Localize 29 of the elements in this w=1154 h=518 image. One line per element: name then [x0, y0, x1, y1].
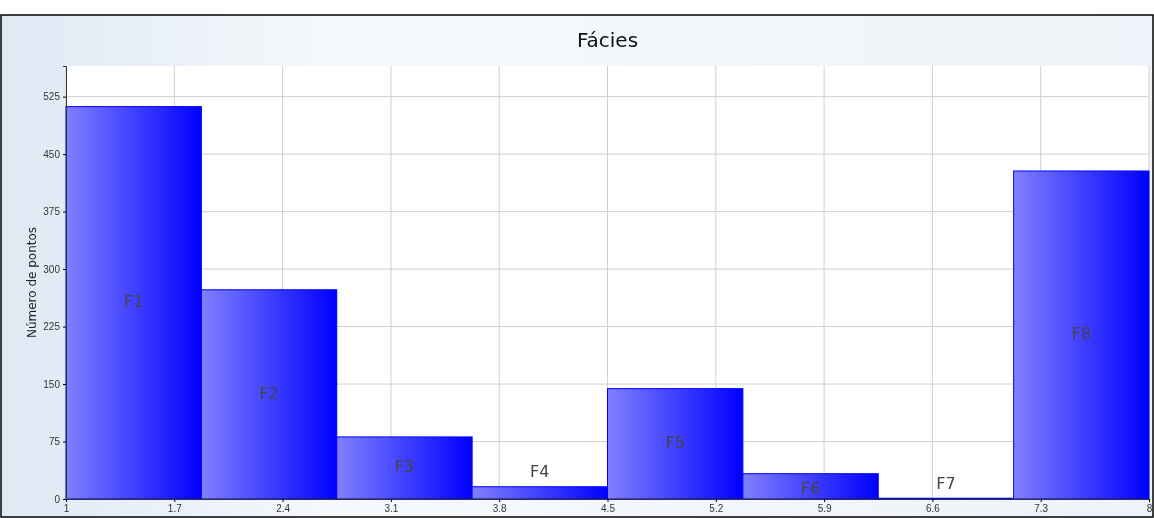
y-tick-label: 450 — [43, 148, 61, 160]
x-tick-label: 5.9 — [817, 503, 832, 515]
annotation: F8 — [1071, 324, 1092, 344]
y-tick-label: 225 — [43, 321, 61, 333]
annotation: F1 — [123, 292, 144, 312]
annotation: F5 — [665, 433, 685, 453]
x-tick-label: 2.4 — [276, 503, 291, 515]
annotation: F7 — [936, 473, 956, 493]
y-tick-label: 525 — [43, 91, 61, 103]
y-axis-title: Número de pontos — [25, 226, 39, 339]
x-tick-label: 7.3 — [1034, 503, 1049, 515]
x-tick-label: 5.2 — [709, 503, 724, 515]
y-tick-label: 0 — [54, 493, 61, 505]
annotation: F3 — [394, 457, 415, 477]
x-tick-label: 3.8 — [492, 503, 508, 515]
annotation: F6 — [800, 478, 821, 498]
annotation: F2 — [259, 383, 279, 403]
annotation: F4 — [530, 462, 550, 482]
x-tick-label: 6.6 — [925, 503, 941, 515]
y-tick-label: 150 — [43, 378, 61, 390]
x-tick-label: 1 — [63, 503, 70, 515]
x-tick-label: 1.7 — [167, 503, 183, 515]
x-tick-label: 8 — [1146, 503, 1153, 515]
y-tick-label: 75 — [48, 436, 61, 448]
chart-title: Fácies — [576, 28, 639, 52]
y-tick-label: 300 — [43, 263, 61, 275]
x-tick-label: 3.1 — [384, 503, 399, 515]
x-tick-label: 4.5 — [601, 503, 616, 515]
y-tick-label: 375 — [43, 206, 61, 218]
